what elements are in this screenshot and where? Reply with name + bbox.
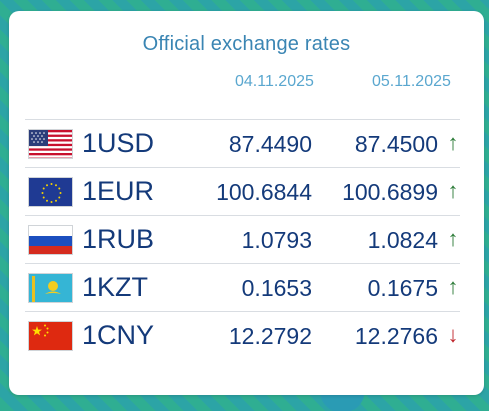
date-previous: 04.11.2025: [235, 73, 314, 90]
cn-flag-icon: [28, 321, 73, 351]
currency-code: 1EUR: [82, 176, 155, 206]
currency-code: 1USD: [82, 128, 155, 158]
rate-row-eur: 1EUR 100.6844 100.6899 ↑: [25, 167, 460, 215]
rates-table: 1USD 87.4490 87.4500 ↑ 1EUR 100.6844: [25, 119, 460, 359]
exchange-rates-card: Official exchange rates 04.11.2025 05.11…: [9, 11, 484, 395]
rate-current: 1.0824: [367, 227, 438, 253]
date-current: 05.11.2025: [372, 73, 451, 90]
currency-code: 1RUB: [82, 224, 155, 254]
rate-current: 100.6899: [342, 179, 438, 205]
trend-up-icon: ↑: [447, 130, 459, 155]
trend-down-icon: ↓: [447, 322, 459, 347]
rate-previous: 100.6844: [216, 179, 312, 205]
rate-current: 12.2766: [354, 323, 438, 349]
rate-previous: 12.2792: [228, 323, 312, 349]
rate-current: 87.4500: [354, 131, 438, 157]
trend-up-icon: ↑: [447, 178, 459, 203]
us-flag-icon: [28, 129, 73, 159]
rate-previous: 0.1653: [241, 275, 312, 301]
rate-row-usd: 1USD 87.4490 87.4500 ↑: [25, 119, 460, 167]
rate-row-rub: 1RUB 1.0793 1.0824 ↑: [25, 215, 460, 263]
rate-row-cny: 1CNY 12.2792 12.2766 ↓: [25, 311, 460, 359]
card-title: Official exchange rates: [142, 33, 351, 55]
rate-row-kzt: 1KZT 0.1653 0.1675 ↑: [25, 263, 460, 311]
rate-current: 0.1675: [367, 275, 438, 301]
ru-flag-icon: [28, 225, 73, 255]
rate-previous: 87.4490: [228, 131, 312, 157]
eu-flag-icon: [28, 177, 73, 207]
trend-up-icon: ↑: [447, 226, 459, 251]
kz-flag-icon: [28, 273, 73, 303]
currency-code: 1CNY: [82, 320, 155, 350]
currency-code: 1KZT: [82, 272, 149, 302]
rate-previous: 1.0793: [241, 227, 312, 253]
trend-up-icon: ↑: [447, 274, 459, 299]
